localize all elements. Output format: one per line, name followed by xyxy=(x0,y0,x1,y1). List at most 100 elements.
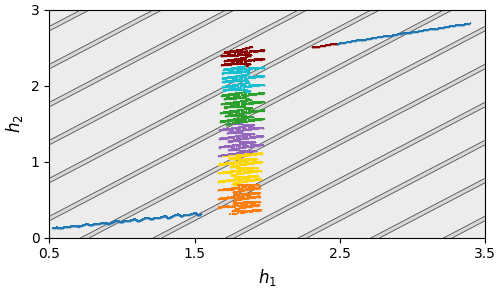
Point xyxy=(312,45,320,49)
Point xyxy=(260,91,268,95)
Point xyxy=(253,100,261,105)
Point xyxy=(232,182,239,187)
Point xyxy=(220,59,228,63)
Point xyxy=(254,109,262,114)
Point xyxy=(236,157,244,162)
Point xyxy=(250,175,258,179)
Point xyxy=(436,26,444,30)
Point xyxy=(240,157,248,162)
Point xyxy=(256,143,264,148)
Point xyxy=(222,179,230,184)
Point xyxy=(232,207,239,212)
Point xyxy=(116,220,124,224)
Point xyxy=(226,104,234,109)
Point xyxy=(112,219,120,223)
Point xyxy=(255,65,263,70)
Point xyxy=(234,192,242,197)
Point xyxy=(228,126,236,131)
Point xyxy=(256,83,264,88)
Point xyxy=(258,100,266,105)
Point xyxy=(196,213,204,217)
Point xyxy=(232,65,239,70)
Point xyxy=(222,92,230,97)
Point xyxy=(226,114,234,118)
Point xyxy=(242,55,250,59)
Point xyxy=(231,207,239,212)
Point xyxy=(253,157,261,161)
Point xyxy=(236,139,244,144)
Point xyxy=(214,205,222,210)
Point xyxy=(242,88,250,93)
Point xyxy=(220,59,228,63)
Point xyxy=(140,216,147,221)
Point xyxy=(224,148,232,152)
Point xyxy=(179,213,187,218)
Point xyxy=(140,216,148,220)
Point xyxy=(226,139,234,143)
Point xyxy=(248,200,256,204)
Point xyxy=(176,213,184,218)
Point xyxy=(250,182,258,187)
Point xyxy=(216,111,224,115)
Point xyxy=(244,150,252,154)
Point xyxy=(256,143,264,148)
Point xyxy=(110,219,118,224)
Point xyxy=(228,147,235,152)
Point xyxy=(260,91,268,95)
Point xyxy=(226,147,234,152)
Point xyxy=(244,61,252,66)
Point xyxy=(220,79,228,84)
Point xyxy=(220,62,228,67)
Point xyxy=(239,70,247,75)
Point xyxy=(232,177,240,182)
Point xyxy=(90,222,98,227)
Point xyxy=(222,105,230,110)
Point xyxy=(248,179,256,183)
Point xyxy=(216,188,224,193)
Point xyxy=(230,199,238,204)
Point xyxy=(222,127,230,131)
Point xyxy=(256,134,264,138)
Point xyxy=(231,53,239,58)
Point xyxy=(256,208,264,213)
Point xyxy=(232,174,240,178)
Point xyxy=(243,169,251,174)
Point xyxy=(243,88,251,92)
Point xyxy=(219,88,227,93)
Point xyxy=(242,87,250,92)
Point xyxy=(236,200,244,205)
Point xyxy=(256,177,264,182)
Point xyxy=(236,131,244,135)
Point xyxy=(172,212,180,217)
Point xyxy=(254,125,262,130)
Point xyxy=(442,25,450,29)
Point xyxy=(460,22,468,27)
Point xyxy=(254,203,262,208)
Point xyxy=(444,25,452,29)
Point xyxy=(248,183,256,188)
Point xyxy=(153,216,161,220)
Point xyxy=(229,190,237,195)
Point xyxy=(238,149,246,153)
Point xyxy=(252,157,260,161)
Point xyxy=(128,218,136,223)
Point xyxy=(231,199,239,204)
Point xyxy=(222,161,230,166)
Point xyxy=(217,93,225,98)
Point xyxy=(237,49,245,54)
Point xyxy=(230,148,237,152)
Point xyxy=(243,131,251,136)
Point xyxy=(385,34,393,38)
Point xyxy=(244,141,252,145)
Point xyxy=(233,166,241,170)
Point xyxy=(248,106,256,110)
Point xyxy=(436,26,444,30)
Point xyxy=(169,213,177,218)
Point xyxy=(216,136,224,141)
Point xyxy=(246,62,254,67)
Point xyxy=(443,25,451,29)
Point xyxy=(246,114,254,119)
Point xyxy=(221,54,229,59)
Point xyxy=(245,157,253,162)
Point xyxy=(254,182,262,187)
